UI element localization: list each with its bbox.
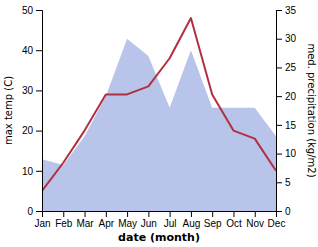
tick-label: 20 [285,91,297,102]
tick: 40 [22,45,42,56]
tick: Aug [183,211,201,229]
tick-label: 30 [285,33,297,44]
tick-mark [191,211,192,217]
tick: Nov [246,211,264,229]
chart: JanFebMarAprMayJunJulAugSepOctNovDec0102… [0,0,318,247]
tick-label: Jul [164,218,177,229]
tick-label: Dec [268,218,286,229]
tick-label: 25 [285,62,297,73]
tick: 35 [276,5,297,16]
tick-mark [276,96,282,97]
tick-mark [276,211,282,212]
line [42,18,276,191]
tick-label: Jan [34,218,50,229]
plot: JanFebMarAprMayJunJulAugSepOctNovDec0102… [3,5,317,244]
tick-mark [276,10,282,11]
tick: 30 [276,33,297,44]
tick-label: 20 [22,125,34,136]
marks [42,18,276,211]
tick-mark [276,125,282,126]
axis-line [277,11,283,212]
tick-label: 50 [22,5,34,16]
tick-mark [170,211,171,217]
tick-mark [85,211,86,217]
tick-label: 0 [285,206,291,217]
tick-mark [276,67,282,68]
tick: 50 [22,5,42,16]
tick-label: Mar [76,218,94,229]
tick-mark [212,211,213,217]
tick-mark [36,10,42,11]
tick: Jun [141,211,157,229]
tick: 15 [276,120,297,131]
y-axis: 0 10 20 30 40 50 [22,5,43,217]
tick-mark [36,90,42,91]
axis-line [36,11,43,212]
tick-label: 15 [285,120,297,131]
tick-label: 35 [285,5,297,16]
tick-mark [106,211,107,217]
tick-label: 0 [27,206,33,217]
tick: Mar [76,211,94,229]
tick: 20 [22,125,42,136]
x-axis: Jan FebMar AprMay Jun Jul AugSep Oct Nov Dec [34,211,285,229]
tick-mark [276,154,282,155]
tick-mark [36,131,42,132]
y-axis-title: max temp (C) [3,76,14,145]
tick-label: 40 [22,45,34,56]
tick: 10 [276,148,297,159]
tick-label: 10 [22,166,34,177]
tick-mark [36,171,42,172]
tick: Dec [268,211,286,229]
tick-label: Nov [246,218,264,229]
tick-mark [36,50,42,51]
tick-label: Apr [99,218,115,229]
tick: Oct [226,211,242,229]
tick-label: 5 [285,177,291,188]
tick-label: Oct [226,218,242,229]
tick-mark [36,211,42,212]
tick-label: 30 [22,85,34,96]
tick-label: May [118,218,137,229]
tick-mark [255,211,256,217]
tick-mark [63,211,64,217]
tick-label: Feb [55,218,73,229]
y2-axis-title: med. precipitation (kg/m2) [306,43,317,177]
tick: 10 [22,166,42,177]
tick-label: Sep [204,218,222,229]
tick: 30 [22,85,42,96]
area [42,39,276,211]
tick: 5 [276,177,291,188]
tick: Apr [99,211,115,229]
tick: Sep [204,211,222,229]
tick-mark [276,182,282,183]
tick-mark [233,211,234,217]
tick-mark [127,211,128,217]
tick: 20 [276,91,297,102]
tick-label: Aug [183,218,201,229]
y2-axis: 0 5 10 15 20 25 30 35 [276,5,297,217]
tick: 0 [276,206,291,217]
tick: 25 [276,62,297,73]
tick: May [118,211,137,229]
tick-label: Jun [141,218,157,229]
tick-mark [148,211,149,217]
tick-label: 10 [285,148,297,159]
axis-line [43,212,277,218]
x-axis-title: date (month) [118,231,200,244]
tick: Feb [55,211,73,229]
tick: Jan [34,211,50,229]
tick-mark [276,39,282,40]
tick: 0 [27,206,42,217]
tick: Jul [164,211,177,229]
